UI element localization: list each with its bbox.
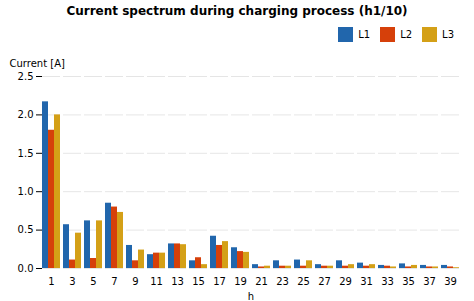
- svg-text:0.5: 0.5: [18, 224, 34, 235]
- svg-text:37: 37: [423, 276, 436, 287]
- html-text:L2: L2: [400, 29, 413, 40]
- svg-text:35: 35: [402, 276, 415, 287]
- svg-text:h: h: [248, 291, 254, 301]
- svg-text:21: 21: [255, 276, 268, 287]
- svg-text:27: 27: [318, 276, 331, 287]
- html-text:Current spectrum during chargi: Current spectrum during charging process…: [66, 4, 408, 18]
- svg-text:23: 23: [276, 276, 289, 287]
- svg-text:33: 33: [381, 276, 394, 287]
- svg-text:0.0: 0.0: [18, 263, 34, 274]
- svg-text:15: 15: [192, 276, 205, 287]
- svg-text:1.5: 1.5: [18, 148, 34, 159]
- svg-text:39: 39: [444, 276, 457, 287]
- html-text:L1: L1: [358, 29, 371, 40]
- svg-text:5: 5: [90, 276, 96, 287]
- svg-text:7: 7: [111, 276, 117, 287]
- svg-text:1: 1: [48, 276, 54, 287]
- svg-text:11: 11: [150, 276, 163, 287]
- svg-text:9: 9: [132, 276, 138, 287]
- svg-text:13: 13: [171, 276, 184, 287]
- svg-text:29: 29: [339, 276, 352, 287]
- svg-text:2.0: 2.0: [18, 109, 34, 120]
- svg-text:17: 17: [213, 276, 226, 287]
- svg-text:31: 31: [360, 276, 373, 287]
- svg-text:1.0: 1.0: [18, 186, 34, 197]
- svg-text:Current [A]: Current [A]: [10, 58, 65, 69]
- svg-text:25: 25: [297, 276, 310, 287]
- svg-text:19: 19: [234, 276, 247, 287]
- svg-text:2.5: 2.5: [18, 71, 34, 82]
- svg-text:3: 3: [69, 276, 75, 287]
- html-text:L3: L3: [442, 29, 454, 40]
